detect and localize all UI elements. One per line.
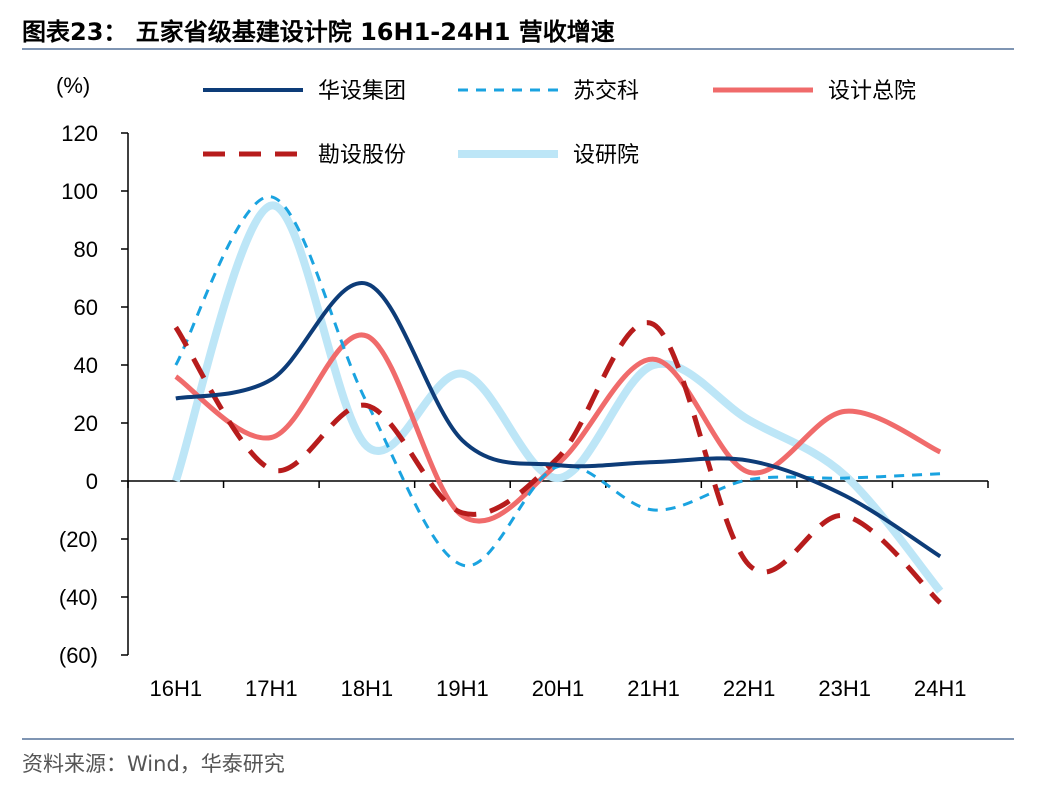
y-tick-label: 0 — [86, 469, 98, 494]
y-tick-label: 20 — [74, 411, 98, 436]
legend-label-2: 苏交科 — [573, 79, 639, 104]
x-tick-label: 19H1 — [436, 676, 489, 701]
series-line-4 — [173, 320, 942, 605]
y-tick-label: 100 — [61, 179, 98, 204]
series-line-5 — [172, 201, 944, 594]
x-tick-label: 23H1 — [818, 676, 871, 701]
x-tick-label: 20H1 — [532, 676, 585, 701]
y-tick-label: (60) — [59, 643, 98, 668]
axes: 120 100 80 60 40 20 0 (20) (40) (60) 16H1 17H1 18H1 1… — [59, 121, 989, 701]
legend-label-5: 设研院 — [573, 143, 639, 168]
series-line-1 — [175, 281, 942, 559]
chart-title: 图表23： 五家省级基建设计院 16H1-24H1 营收增速 — [22, 18, 615, 46]
source-note: 资料来源：Wind，华泰研究 — [22, 752, 285, 776]
legend-label-1: 华设集团 — [318, 79, 406, 104]
y-tick-label: (40) — [59, 585, 98, 610]
legend-label-3: 设计总院 — [828, 79, 916, 104]
footer-rule — [22, 738, 1014, 740]
x-tick-label: 17H1 — [245, 676, 298, 701]
title-rule — [22, 48, 1014, 50]
y-tick-label: 80 — [74, 237, 98, 262]
y-axis-label: (%) — [56, 73, 90, 98]
x-tick-label: 21H1 — [627, 676, 680, 701]
y-tick-label: 40 — [74, 353, 98, 378]
y-tick-label: 60 — [74, 295, 98, 320]
y-tick-label: (20) — [59, 527, 98, 552]
x-tick-label: 16H1 — [149, 676, 202, 701]
y-tick-label: 120 — [61, 121, 98, 146]
x-tick-label: 22H1 — [723, 676, 776, 701]
x-tick-label: 24H1 — [914, 676, 967, 701]
legend-label-4: 勘设股份 — [318, 143, 406, 168]
series-layer — [172, 195, 944, 605]
series-line-2 — [174, 195, 941, 568]
x-tick-label: 18H1 — [341, 676, 394, 701]
